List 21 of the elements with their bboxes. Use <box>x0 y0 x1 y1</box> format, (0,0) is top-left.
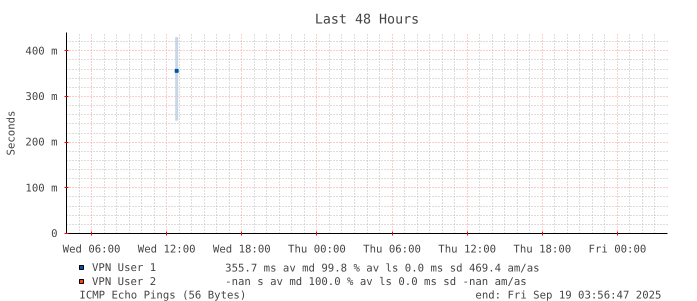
x-tick-label: Fri 00:00 <box>588 242 646 256</box>
x-tick-label: Thu 06:00 <box>363 242 421 256</box>
x-tick-label: Wed 18:00 <box>212 242 271 256</box>
y-tick-label: 100 m <box>25 181 58 194</box>
y-tick-label: 0 <box>51 227 58 240</box>
text: end: Fri Sep 19 03:56:47 2025 <box>475 288 662 301</box>
text: -nan s av md 100.0 % av ls 0.0 ms sd -nan am/as <box>225 275 527 288</box>
text: 355.7 ms av md 99.8 % av ls 0.0 ms sd 469.4 am/as <box>225 262 540 275</box>
y-tick-label: 200 m <box>25 136 58 149</box>
y-tick-label: 300 m <box>25 90 58 103</box>
legend-label: VPN User 2 <box>92 274 156 288</box>
x-tick-label: Thu 12:00 <box>438 242 496 256</box>
y-tick-label: 400 m <box>25 44 58 58</box>
y-axis-title: Seconds <box>4 110 18 156</box>
chart-title: Last 48 Hours <box>314 12 420 28</box>
x-tick-label: Wed 06:00 <box>62 242 120 256</box>
text: ICMP Echo Pings (56 Bytes) <box>79 288 246 301</box>
x-tick-label: Thu 00:00 <box>288 242 346 256</box>
legend-label: VPN User 1 <box>92 260 156 274</box>
x-tick-label: Thu 18:00 <box>513 242 572 256</box>
x-tick-label: Wed 12:00 <box>138 242 196 256</box>
